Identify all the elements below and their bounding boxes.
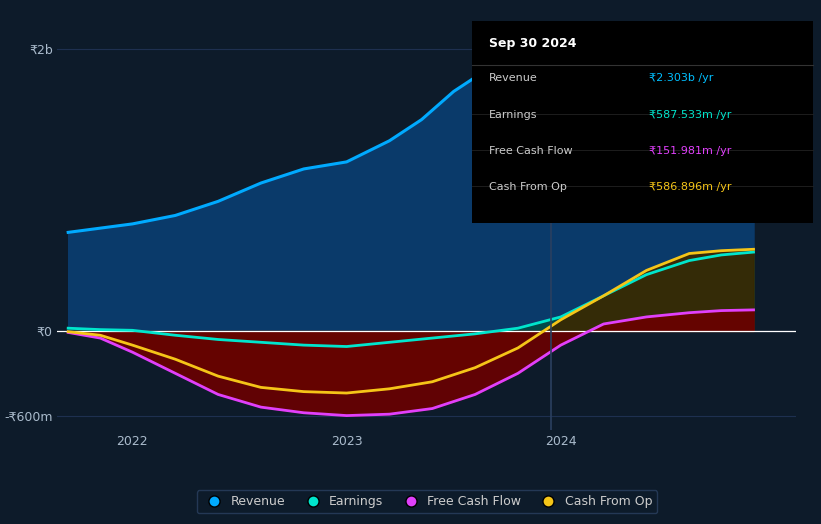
Text: Earnings: Earnings bbox=[489, 110, 538, 119]
Text: Past: Past bbox=[768, 38, 791, 48]
Text: ₹587.533m /yr: ₹587.533m /yr bbox=[649, 110, 732, 119]
Text: ₹151.981m /yr: ₹151.981m /yr bbox=[649, 146, 732, 156]
Text: Free Cash Flow: Free Cash Flow bbox=[489, 146, 573, 156]
Text: Sep 30 2024: Sep 30 2024 bbox=[489, 37, 576, 50]
Legend: Revenue, Earnings, Free Cash Flow, Cash From Op: Revenue, Earnings, Free Cash Flow, Cash … bbox=[197, 490, 657, 514]
Text: ₹586.896m /yr: ₹586.896m /yr bbox=[649, 182, 732, 192]
Text: ₹2.303b /yr: ₹2.303b /yr bbox=[649, 73, 713, 83]
Text: Cash From Op: Cash From Op bbox=[489, 182, 567, 192]
Text: Revenue: Revenue bbox=[489, 73, 538, 83]
